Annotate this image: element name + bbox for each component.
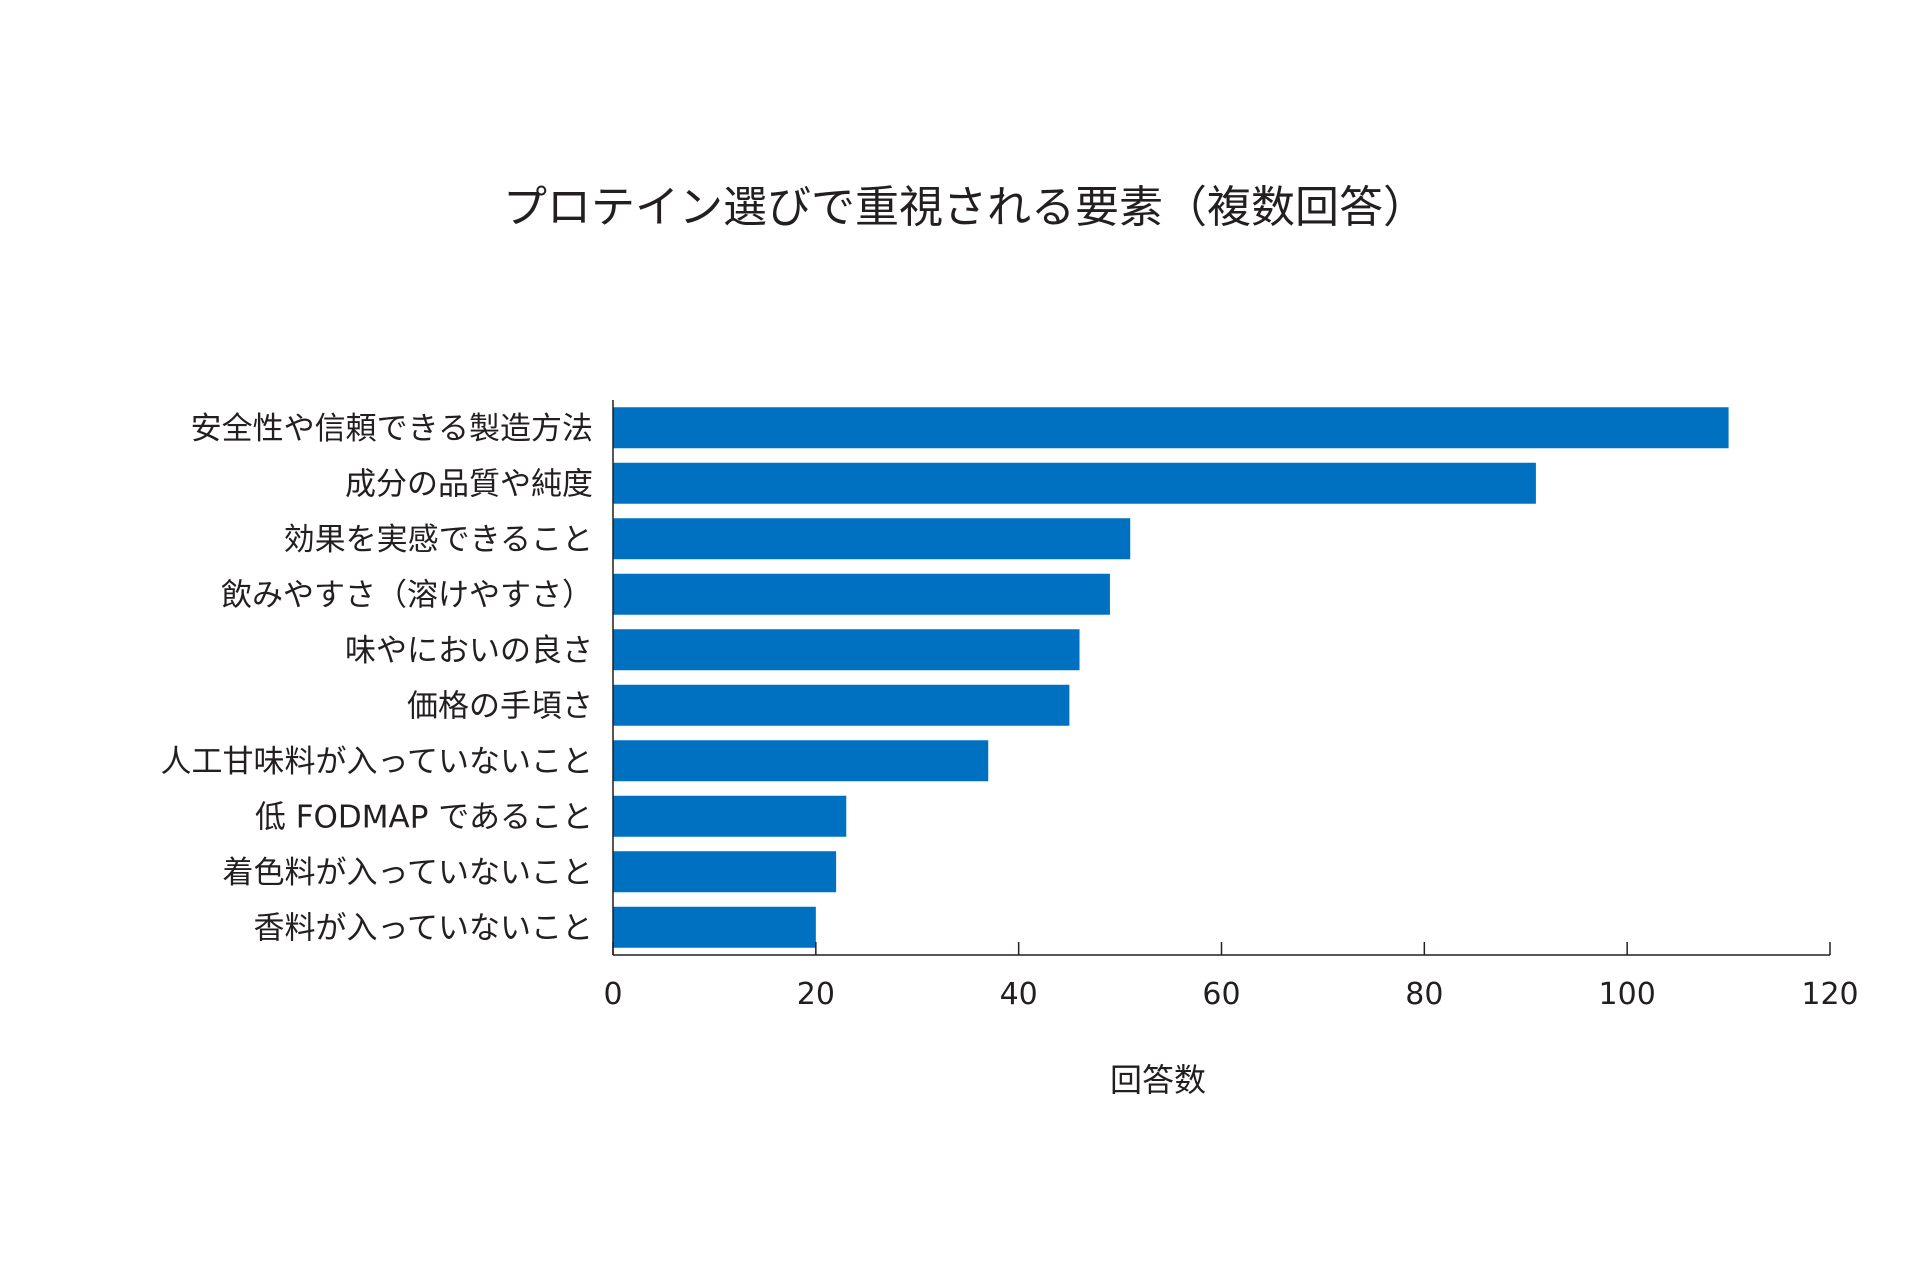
bar: [613, 906, 816, 948]
category-label: 香料が入っていないこと: [254, 910, 593, 946]
bar: [613, 629, 1080, 671]
bar: [613, 740, 989, 782]
bar: [613, 462, 1536, 504]
x-tick-label: 80: [1405, 977, 1443, 1012]
x-tick-label: 40: [1000, 977, 1038, 1012]
bars-layer: [613, 407, 1729, 948]
x-tick-label: 100: [1599, 977, 1656, 1012]
bar: [613, 518, 1131, 560]
category-label: 安全性や信頼できる製造方法: [191, 411, 593, 447]
category-label: 味やにおいの良さ: [345, 633, 593, 669]
bar: [613, 795, 847, 837]
category-label: 着色料が入っていないこと: [223, 855, 593, 891]
category-label: 価格の手頃さ: [407, 688, 593, 724]
x-tick-label: 120: [1801, 977, 1858, 1012]
chart-title: プロテイン選びで重視される要素（複数回答）: [503, 182, 1427, 233]
x-tick-label: 20: [797, 977, 835, 1012]
x-tick-label: 60: [1202, 977, 1240, 1012]
category-label: 効果を実感できること: [284, 522, 593, 558]
bar: [613, 407, 1729, 449]
x-tick-label: 0: [603, 977, 622, 1012]
category-label: 人工甘味料が入っていないこと: [161, 744, 593, 780]
x-axis-title: 回答数: [1110, 1061, 1206, 1099]
bar: [613, 573, 1110, 615]
category-label: 飲みやすさ（溶けやすさ）: [221, 577, 593, 613]
category-label: 成分の品質や純度: [345, 466, 593, 502]
category-labels: 安全性や信頼できる製造方法成分の品質や純度効果を実感できること飲みやすさ（溶けや…: [161, 411, 593, 947]
bar: [613, 851, 837, 893]
category-label: 低 FODMAP であること: [255, 799, 593, 835]
x-axis-ticks: 0 20 40 60 80 100 120: [603, 942, 1859, 1012]
bar: [613, 684, 1070, 726]
